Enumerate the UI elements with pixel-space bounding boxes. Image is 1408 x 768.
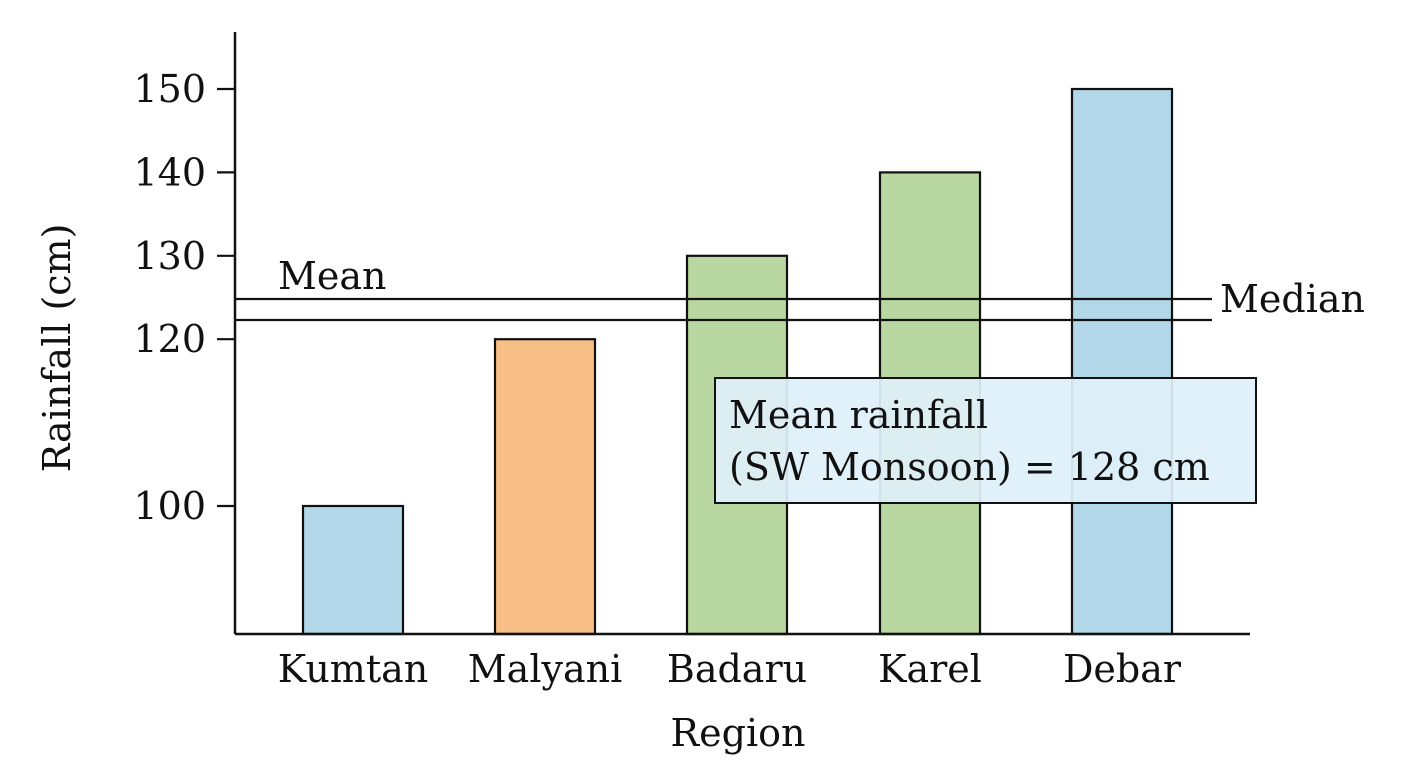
y-tick-label: 100 [133, 484, 206, 528]
y-tick-label: 120 [133, 317, 206, 361]
y-axis-title: Rainfall (cm) [35, 224, 79, 473]
annotation-box: Mean rainfall (SW Monsoon) = 128 cm [714, 377, 1257, 504]
x-labels-group: Kumtan Malyani Badaru Karel Debar [278, 647, 1182, 691]
bars-group [301, 87, 1174, 636]
x-tick-label: Kumtan [278, 647, 428, 691]
x-tick-label: Debar [1063, 647, 1182, 691]
bar-kumtan [301, 504, 405, 636]
annotation-line-1: Mean rainfall [729, 393, 988, 437]
bar-debar [1070, 87, 1174, 636]
mean-line-label: Mean [278, 254, 387, 298]
x-tick-label: Malyani [468, 647, 622, 691]
y-tick-label: 130 [133, 234, 206, 278]
bar-malyani [493, 338, 597, 636]
y-tick-label: 150 [133, 67, 206, 111]
y-tick-label: 140 [133, 150, 206, 194]
x-axis-title: Region [671, 711, 806, 755]
median-line-label: Median [1220, 277, 1365, 321]
x-tick-label: Badaru [667, 647, 807, 691]
annotation-box-bg [714, 377, 1257, 504]
x-tick-label: Karel [878, 647, 982, 691]
y-ticks-group: 100 120 130 140 150 [133, 67, 235, 528]
annotation-line-2: (SW Monsoon) = 128 cm [729, 445, 1210, 489]
